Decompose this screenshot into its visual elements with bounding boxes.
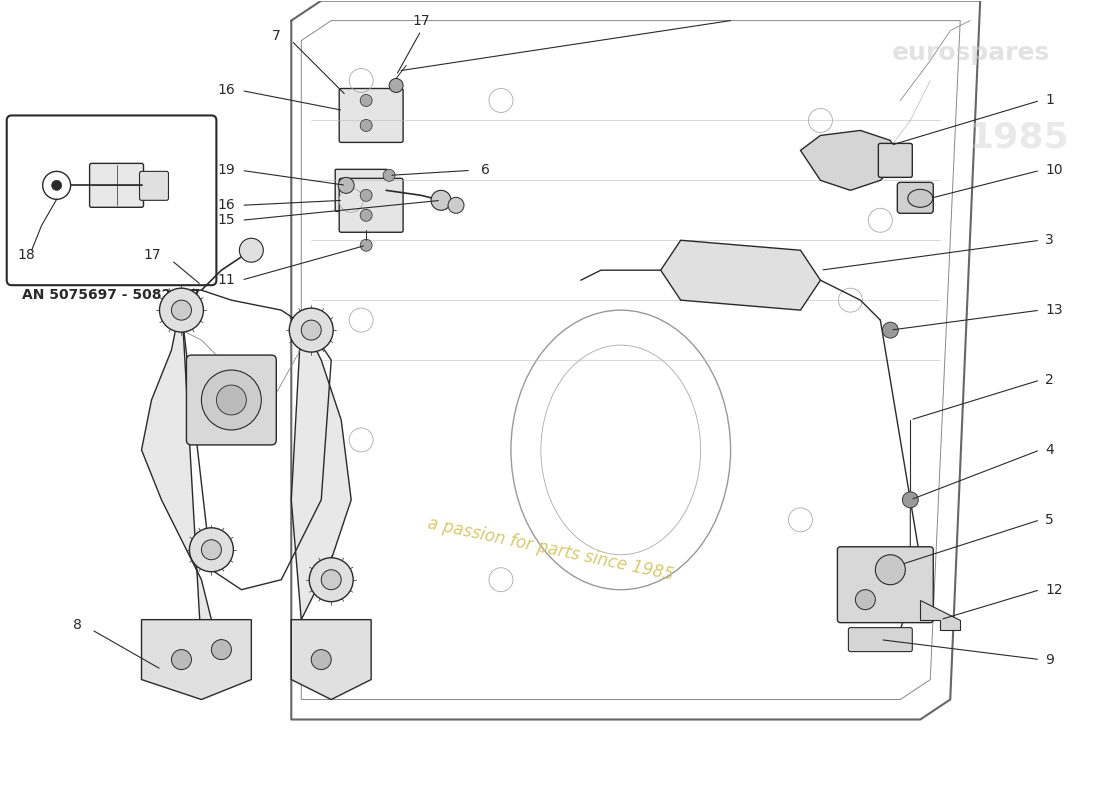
Circle shape xyxy=(160,288,204,332)
Circle shape xyxy=(338,178,354,194)
Circle shape xyxy=(189,528,233,572)
Circle shape xyxy=(172,650,191,670)
Circle shape xyxy=(389,78,403,93)
Circle shape xyxy=(311,650,331,670)
Text: eurospares: eurospares xyxy=(892,41,1050,65)
Circle shape xyxy=(52,180,62,190)
Circle shape xyxy=(217,385,246,415)
FancyBboxPatch shape xyxy=(336,170,387,211)
Polygon shape xyxy=(921,600,960,630)
Text: AN 5075697 - 5082157: AN 5075697 - 5082157 xyxy=(22,288,201,302)
Circle shape xyxy=(360,210,372,222)
Circle shape xyxy=(902,492,918,508)
Text: 2: 2 xyxy=(1045,373,1054,387)
Polygon shape xyxy=(292,320,351,620)
Circle shape xyxy=(383,170,395,182)
Text: 17: 17 xyxy=(412,14,430,28)
Text: 8: 8 xyxy=(73,618,81,632)
FancyBboxPatch shape xyxy=(837,546,933,622)
Circle shape xyxy=(201,370,262,430)
Text: 11: 11 xyxy=(218,273,235,287)
Circle shape xyxy=(431,190,451,210)
Text: 10: 10 xyxy=(1045,163,1063,178)
Circle shape xyxy=(360,190,372,202)
Polygon shape xyxy=(142,300,211,650)
Text: 9: 9 xyxy=(1045,653,1054,666)
Circle shape xyxy=(862,632,879,648)
Polygon shape xyxy=(142,620,251,699)
Circle shape xyxy=(360,239,372,251)
Text: 16: 16 xyxy=(218,198,235,212)
FancyBboxPatch shape xyxy=(879,143,912,178)
Circle shape xyxy=(172,300,191,320)
Circle shape xyxy=(448,198,464,214)
FancyBboxPatch shape xyxy=(186,355,276,445)
Polygon shape xyxy=(661,240,821,310)
Circle shape xyxy=(240,238,263,262)
Circle shape xyxy=(321,570,341,590)
Circle shape xyxy=(309,558,353,602)
Text: 5: 5 xyxy=(1045,513,1054,527)
Text: a passion for parts since 1985: a passion for parts since 1985 xyxy=(426,515,675,585)
Circle shape xyxy=(856,590,876,610)
Text: 1: 1 xyxy=(1045,94,1054,107)
FancyBboxPatch shape xyxy=(140,171,168,200)
Text: 6: 6 xyxy=(481,163,490,178)
FancyBboxPatch shape xyxy=(339,178,403,232)
Text: 18: 18 xyxy=(18,248,35,262)
Text: 17: 17 xyxy=(144,248,162,262)
Text: 1985: 1985 xyxy=(969,121,1070,154)
Circle shape xyxy=(876,554,905,585)
FancyBboxPatch shape xyxy=(339,89,403,142)
FancyBboxPatch shape xyxy=(898,182,933,214)
Text: 19: 19 xyxy=(218,163,235,178)
Circle shape xyxy=(882,322,899,338)
Text: 7: 7 xyxy=(272,29,280,42)
Text: 4: 4 xyxy=(1045,443,1054,457)
Circle shape xyxy=(360,94,372,106)
Ellipse shape xyxy=(908,190,933,207)
Polygon shape xyxy=(292,620,371,699)
Text: 3: 3 xyxy=(1045,234,1054,247)
Text: 15: 15 xyxy=(218,214,235,227)
FancyBboxPatch shape xyxy=(89,163,143,207)
Circle shape xyxy=(360,119,372,131)
Text: 12: 12 xyxy=(1045,582,1063,597)
Circle shape xyxy=(301,320,321,340)
FancyBboxPatch shape xyxy=(848,628,912,652)
Circle shape xyxy=(201,540,221,560)
Text: 16: 16 xyxy=(218,83,235,98)
Polygon shape xyxy=(801,130,900,190)
Circle shape xyxy=(289,308,333,352)
FancyBboxPatch shape xyxy=(7,115,217,285)
Text: 13: 13 xyxy=(1045,303,1063,317)
Circle shape xyxy=(211,640,231,659)
